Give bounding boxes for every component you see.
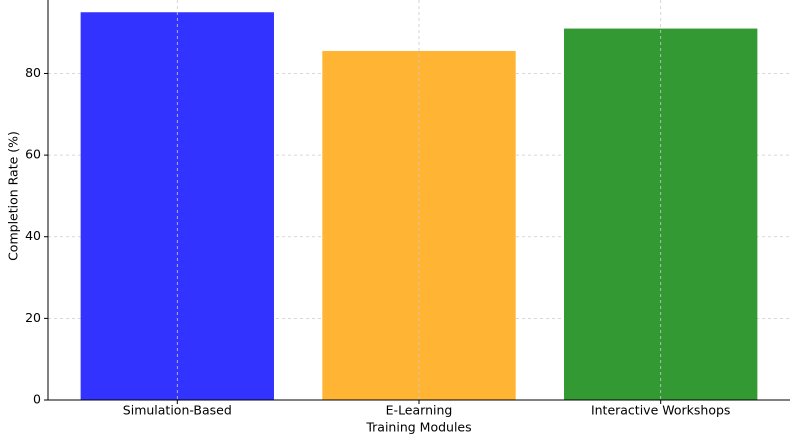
y-tick-label: 60 bbox=[25, 147, 41, 162]
x-tick-label: Simulation-Based bbox=[123, 403, 232, 418]
y-axis-label: Completion Rate (%) bbox=[6, 131, 21, 261]
y-tick-label: 0 bbox=[33, 392, 41, 407]
y-tick-label: 80 bbox=[25, 65, 41, 80]
x-tick-label: E-Learning bbox=[386, 403, 453, 418]
y-tick-label: 40 bbox=[25, 228, 41, 243]
y-tick-label: 20 bbox=[25, 310, 41, 325]
x-axis-label: Training Modules bbox=[365, 420, 471, 435]
x-tick-label: Interactive Workshops bbox=[591, 403, 731, 418]
